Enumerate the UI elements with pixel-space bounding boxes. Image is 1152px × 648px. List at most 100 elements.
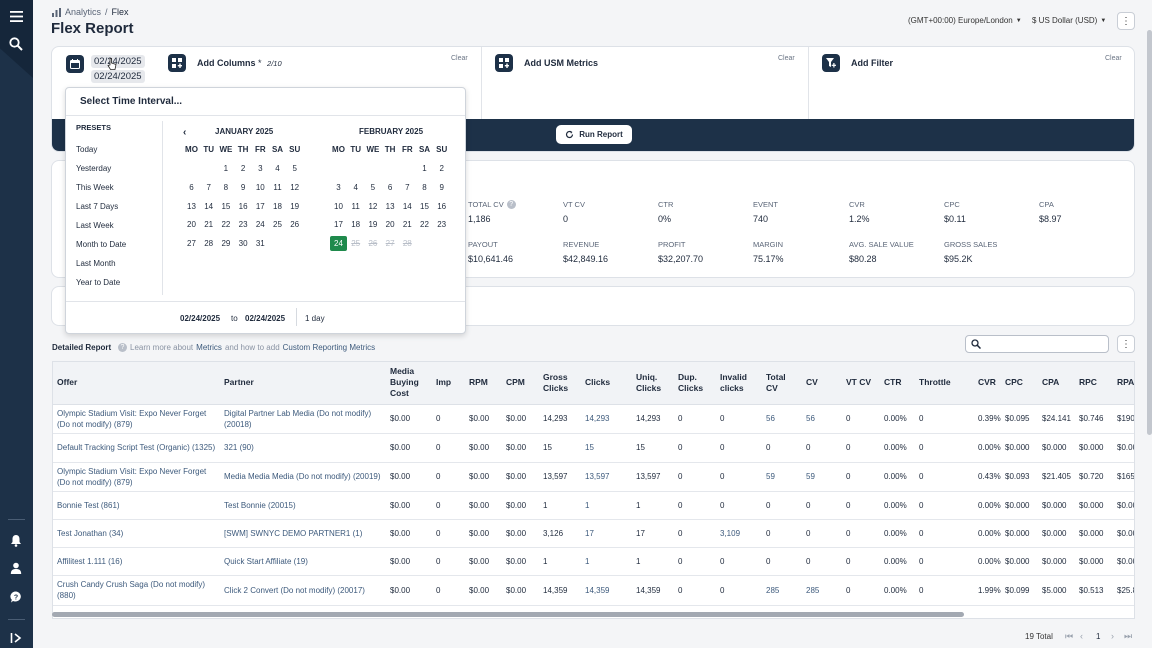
add-filter-icon[interactable] (822, 54, 840, 72)
calendar-day[interactable]: 3 (258, 164, 263, 173)
table-cell[interactable]: 13,597 (581, 462, 632, 492)
calendar-day[interactable]: 9 (240, 182, 246, 192)
calendar-day[interactable]: 25 (273, 220, 282, 230)
column-header[interactable]: Invalid clicks (716, 362, 762, 405)
calendar-day[interactable]: 8 (422, 182, 427, 192)
calendar-day[interactable]: 2 (439, 164, 444, 173)
calendar-day[interactable]: 1 (223, 164, 229, 173)
table-cell[interactable]: 14,359 (581, 575, 632, 606)
column-header[interactable]: Total CV (762, 362, 802, 405)
calendar-day[interactable]: 15 (221, 201, 231, 211)
metrics-link[interactable]: Metrics (196, 343, 222, 352)
table-cell[interactable]: 285 (802, 575, 842, 606)
table-cell[interactable]: 56 (802, 404, 842, 434)
calendar-day[interactable]: 28 (204, 239, 214, 249)
column-header[interactable]: Imp (432, 362, 465, 405)
calendar-day[interactable]: 20 (385, 220, 395, 230)
column-header[interactable]: CVR (974, 362, 1001, 405)
calendar-day[interactable]: 14 (402, 201, 412, 211)
table-cell[interactable]: Olympic Stadium Visit: Expo Never Forget… (53, 462, 220, 492)
table-cell[interactable]: Olympic Stadium Visit: Expo Never Forget… (53, 404, 220, 434)
add-filter-label[interactable]: Add Filter (851, 58, 893, 68)
table-cell[interactable]: Media Media Media (Do not modify) (20019… (220, 462, 386, 492)
report-table[interactable]: Offer Partner Media Buying Cost Imp RPM CPM Gr… (52, 361, 1135, 619)
table-cell[interactable]: 321 (90) (220, 433, 386, 463)
run-report-button[interactable]: Run Report (556, 125, 632, 144)
table-cell[interactable]: 3,109 (716, 519, 762, 548)
expand-icon[interactable] (8, 630, 24, 646)
preset-today[interactable]: Today (76, 145, 98, 154)
column-header[interactable]: RPC (1075, 362, 1113, 405)
calendar-day[interactable]: 3 (336, 182, 341, 192)
table-cell[interactable]: 59 (762, 462, 802, 492)
calendar-day[interactable]: 23 (437, 220, 447, 230)
calendar-day[interactable]: 15 (420, 201, 429, 211)
calendar-day[interactable]: 13 (187, 201, 196, 211)
table-row[interactable]: Test Jonathan (34) [SWM] SWNYC DEMO PARTN… (53, 519, 1134, 548)
calendar-day[interactable]: 12 (290, 182, 300, 192)
calendar-day[interactable]: 8 (223, 182, 229, 192)
column-header[interactable]: CPM (502, 362, 539, 405)
column-header[interactable]: Clicks (581, 362, 632, 405)
calendar-day[interactable]: 23 (238, 220, 248, 230)
table-cell[interactable]: 17 (581, 519, 632, 548)
calendar-day[interactable]: 4 (353, 182, 358, 192)
calendar-day[interactable]: 13 (385, 201, 395, 211)
column-header[interactable]: Throttle (915, 362, 974, 405)
table-cell[interactable]: 15 (581, 433, 632, 463)
calendar-day[interactable]: 30 (238, 239, 248, 249)
calendar-day[interactable]: 19 (368, 220, 378, 230)
calendar-day[interactable]: 11 (351, 201, 360, 211)
table-options-button[interactable]: ⋮ (1117, 335, 1135, 353)
table-cell[interactable]: 59 (802, 462, 842, 492)
calendar-day[interactable]: 17 (255, 201, 265, 211)
calendar-day[interactable]: 22 (420, 220, 429, 230)
column-header[interactable]: Media Buying Cost (386, 362, 432, 405)
add-columns-label[interactable]: Add Columns * 2/10 (197, 58, 282, 68)
calendar-day[interactable]: 5 (292, 164, 297, 173)
table-cell[interactable]: 56 (762, 404, 802, 434)
table-row[interactable]: Default Tracking Script Test (Organic) (… (53, 433, 1134, 463)
prev-month-icon[interactable]: ‹ (183, 127, 187, 138)
calendar-day[interactable]: 9 (439, 182, 444, 192)
clear-usm-button[interactable]: Clear (778, 55, 795, 62)
calendar-day[interactable]: 24 (330, 236, 347, 252)
preset-yesterday[interactable]: Yesterday (76, 164, 112, 173)
calendar-day[interactable]: 21 (204, 220, 214, 230)
calendar-day[interactable]: 27 (187, 239, 196, 249)
calendar-day[interactable]: 7 (405, 182, 410, 192)
table-cell[interactable]: Crush Candy Crush Saga (Do not modify) (… (53, 575, 220, 606)
table-cell[interactable]: [SWM] SWNYC DEMO PARTNER1 (1) (220, 519, 386, 548)
table-cell[interactable]: Quick Start Affiliate (19) (220, 547, 386, 576)
table-row[interactable]: Crush Candy Crush Saga (Do not modify) (… (53, 575, 1134, 606)
help-icon[interactable]: ? (506, 200, 516, 209)
page-options-button[interactable]: ⋮ (1117, 12, 1135, 30)
column-header[interactable]: CTR (880, 362, 915, 405)
preset-last-month[interactable]: Last Month (76, 259, 116, 268)
calendar-day[interactable]: 11 (273, 182, 282, 192)
timezone-select[interactable]: (GMT+00:00) Europe/London ▼ (908, 16, 1022, 25)
preset-month-to-date[interactable]: Month to Date (76, 240, 127, 249)
current-page[interactable]: 1 (1096, 632, 1101, 641)
calendar-day[interactable]: 7 (206, 182, 211, 192)
column-header[interactable]: Partner (220, 362, 386, 405)
calendar-day[interactable]: 16 (238, 201, 248, 211)
preset-last-7-days[interactable]: Last 7 Days (76, 202, 119, 211)
calendar-day[interactable]: 18 (351, 220, 361, 230)
calendar-day[interactable]: 4 (275, 164, 280, 173)
breadcrumb-analytics[interactable]: Analytics (65, 7, 102, 17)
menu-icon[interactable] (8, 8, 24, 24)
first-page-icon[interactable]: ⏮ (1065, 631, 1074, 641)
table-cell[interactable]: Affilitest 1.111 (16) (53, 547, 220, 576)
table-cell[interactable]: Click 2 Convert (Do not modify) (20017) (220, 575, 386, 606)
calendar-day[interactable]: 14 (204, 201, 214, 211)
column-header[interactable]: VT CV (842, 362, 880, 405)
column-header[interactable]: Uniq. Clicks (632, 362, 674, 405)
column-header[interactable]: Offer (53, 362, 220, 405)
table-cell[interactable]: 1 (581, 547, 632, 576)
column-header[interactable]: Dup. Clicks (674, 362, 716, 405)
clear-filter-button[interactable]: Clear (1105, 55, 1122, 62)
calendar-day[interactable]: 22 (221, 220, 231, 230)
custom-metrics-link[interactable]: Custom Reporting Metrics (282, 343, 376, 352)
calendar-day[interactable]: 31 (255, 239, 265, 249)
